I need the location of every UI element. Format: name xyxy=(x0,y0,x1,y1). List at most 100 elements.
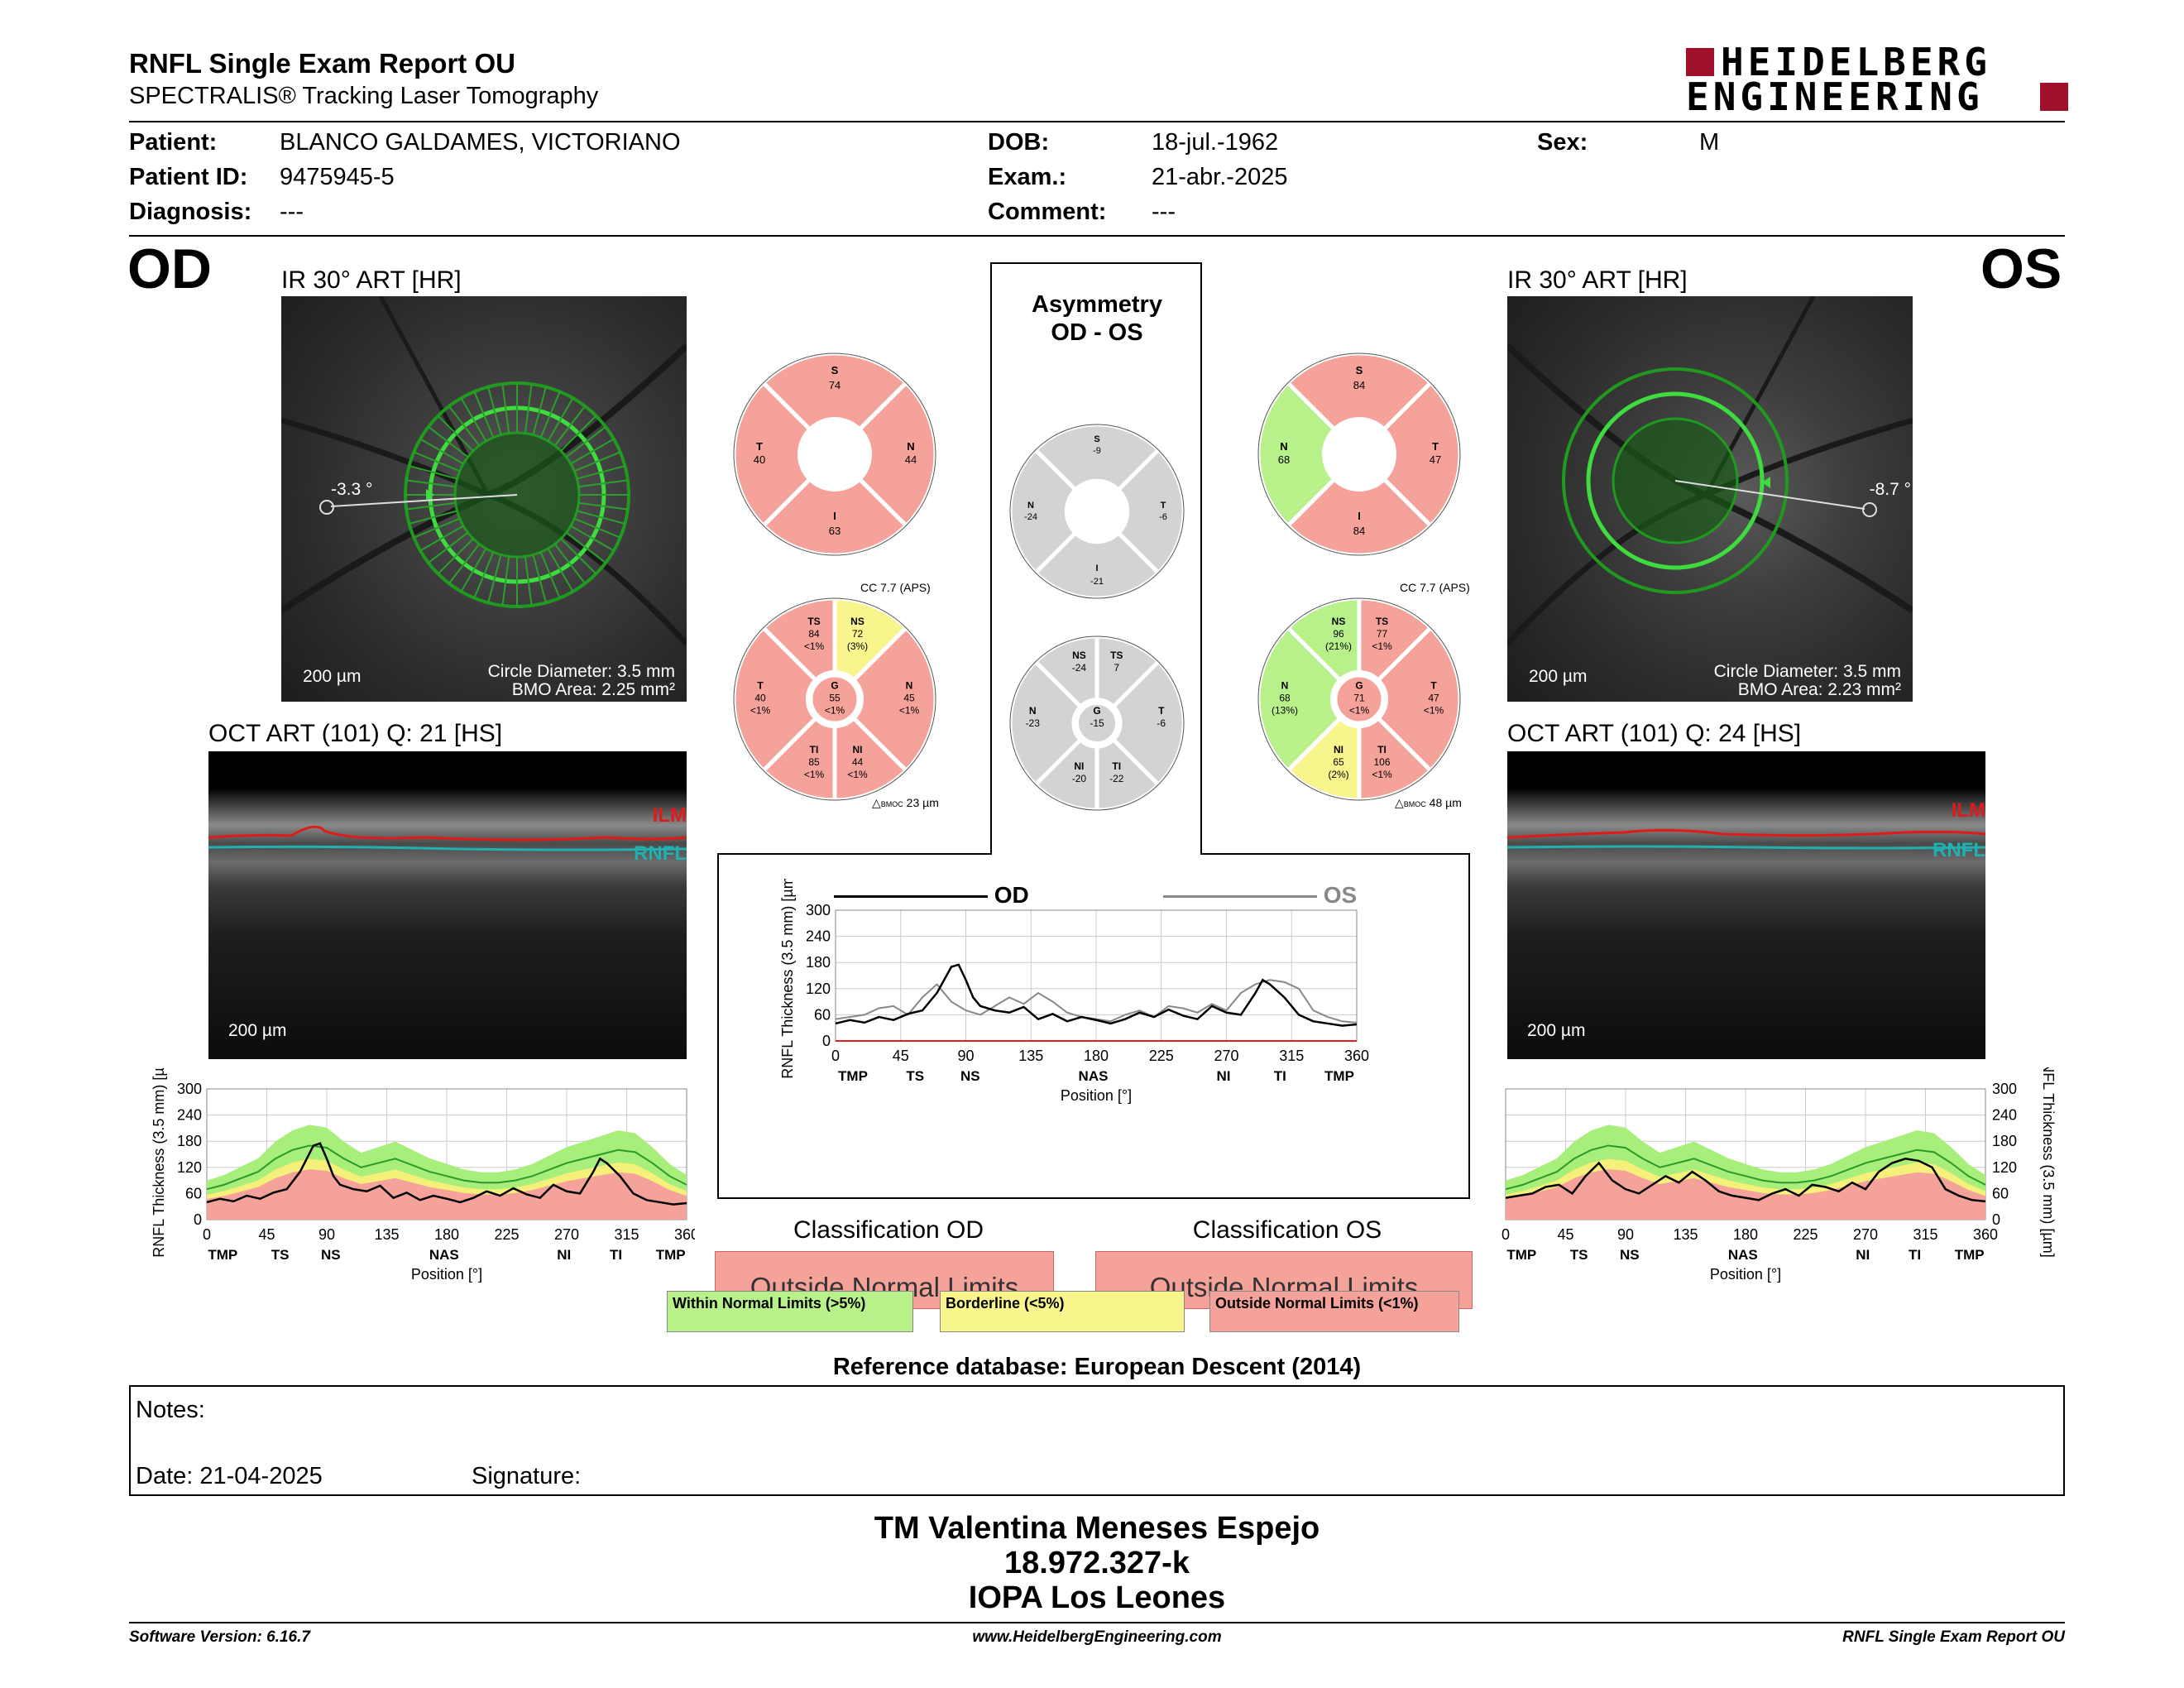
svg-text:S: S xyxy=(1094,434,1099,444)
svg-text:N: N xyxy=(1280,440,1287,453)
od-s4-n: 44 xyxy=(905,453,917,466)
sector-value: <1% xyxy=(1372,640,1392,652)
od-s4-i-label: I xyxy=(833,510,836,522)
od-s4-i: 63 xyxy=(829,525,841,537)
x-tick-label: 225 xyxy=(1793,1226,1818,1243)
sector-value: -20 xyxy=(1072,773,1087,784)
footer-software: Software Version: 6.16.7 xyxy=(129,1628,310,1646)
od-cc: CC 7.7 (APS) xyxy=(860,581,931,594)
x-axis-label: Position [°] xyxy=(411,1266,482,1283)
sector-value: (2%) xyxy=(1328,769,1348,780)
series-line xyxy=(1505,1157,1986,1203)
x-axis-label: Position [°] xyxy=(1710,1266,1781,1283)
legend-os: OS xyxy=(1163,882,1357,909)
svg-text:T: T xyxy=(1432,440,1439,453)
comment-value: --- xyxy=(1152,199,1176,225)
y-axis-label: RNFL Thickness (3.5 mm) [µm] xyxy=(2040,1067,2057,1258)
sector-value: G xyxy=(1093,705,1100,717)
y-tick-label: 180 xyxy=(177,1133,202,1149)
sector-label: TMP xyxy=(1324,1068,1354,1084)
x-tick-label: 0 xyxy=(203,1226,211,1243)
os-s4-t: 47 xyxy=(1430,453,1441,466)
x-tick-label: 270 xyxy=(1853,1226,1878,1243)
os-sector6-diagram: NS96(21%)TS77<1%T47<1%TI106<1%NI65(2%)N6… xyxy=(1256,596,1463,803)
svg-text:S: S xyxy=(1356,364,1363,376)
sector-label: NI xyxy=(557,1247,571,1263)
sector-value: TS xyxy=(1110,650,1123,661)
sector-label: TMP xyxy=(838,1068,868,1084)
patient-divider xyxy=(129,235,2065,237)
x-tick-label: 45 xyxy=(893,1048,909,1064)
sector-value: NI xyxy=(1334,744,1343,755)
od-s4-s-label: S xyxy=(831,364,839,376)
diagnosis-label: Diagnosis: xyxy=(129,199,252,225)
os-oct-scale: 200 µm xyxy=(1527,1021,1586,1040)
od-sector4-diagram: S 74 N 44 I 63 T 40 xyxy=(731,351,938,558)
sector-value: T xyxy=(1430,680,1437,692)
asym-title1: Asymmetry xyxy=(1032,291,1162,318)
sector-value: 45 xyxy=(903,693,915,704)
y-tick-label: 0 xyxy=(1992,1211,2000,1228)
x-tick-label: 135 xyxy=(1018,1048,1043,1064)
od-ilm-label: ILM xyxy=(652,804,687,827)
sector-value: -24 xyxy=(1072,662,1087,674)
as-s4-n: -24 xyxy=(1024,512,1037,522)
sector-value: TI xyxy=(1112,760,1121,772)
x-tick-label: 90 xyxy=(957,1048,974,1064)
legend-od-label: OD xyxy=(994,882,1029,908)
x-tick-label: 270 xyxy=(554,1226,579,1243)
sector-value: G xyxy=(831,680,838,692)
normative-band xyxy=(1506,1169,1985,1220)
sector-value: <1% xyxy=(1372,769,1392,780)
footer-report-name: RNFL Single Exam Report OU xyxy=(1842,1628,2065,1646)
x-tick-label: 270 xyxy=(1214,1048,1238,1064)
asym-sector6-diagram: NS-24 TS7 T-6 TI-22 NI-20 N-23 G-15 xyxy=(1008,634,1186,813)
sector-label: TS xyxy=(1570,1247,1588,1263)
as-s4-s: -9 xyxy=(1093,446,1101,456)
sector-value: <1% xyxy=(899,705,920,717)
od-rnfl-label: RNFL xyxy=(634,842,687,865)
os-bmoc-label: BMOC xyxy=(1403,800,1426,808)
legend-onl: Outside Normal Limits (<1%) xyxy=(1209,1291,1459,1332)
sector-value: 55 xyxy=(829,693,841,704)
x-tick-label: 315 xyxy=(1279,1048,1304,1064)
sector-label: NI xyxy=(1217,1068,1231,1084)
od-oct-title: OCT ART (101) Q: 21 [HS] xyxy=(208,720,503,747)
y-tick-label: 0 xyxy=(194,1211,202,1228)
dob-label: DOB: xyxy=(988,129,1050,156)
os-bmoc: △BMOC 48 µm xyxy=(1395,796,1462,809)
footer-website[interactable]: www.HeidelbergEngineering.com xyxy=(972,1628,1222,1646)
logo-line2: ENGINEERING xyxy=(1686,74,1984,119)
os-s4-s: 84 xyxy=(1353,379,1365,391)
x-tick-label: 135 xyxy=(374,1226,399,1243)
sector-value: T xyxy=(1158,705,1165,717)
asym-sector4-diagram: S -9 N -24 T -6 I -21 xyxy=(1008,422,1186,601)
sector-value: NS xyxy=(850,616,864,627)
sector-value: N xyxy=(1029,705,1037,717)
diagnosis-value: --- xyxy=(280,199,304,225)
report-title: RNFL Single Exam Report OU xyxy=(129,48,515,79)
sector-value: TS xyxy=(807,616,820,627)
sector-value: TI xyxy=(1377,744,1387,755)
sector-label: NS xyxy=(1620,1247,1640,1263)
report-subtitle: SPECTRALIS® Tracking Laser Tomography xyxy=(129,83,599,109)
sector-value: T xyxy=(757,680,764,692)
y-tick-label: 120 xyxy=(806,981,831,997)
normative-band xyxy=(207,1169,687,1220)
os-angle: -8.7 ° xyxy=(1869,480,1911,499)
asymmetry-frame xyxy=(717,262,1470,1199)
as-s4-t: -6 xyxy=(1159,512,1167,522)
footer-divider xyxy=(129,1622,2065,1623)
y-tick-label: 300 xyxy=(177,1081,202,1097)
sector-label: NAS xyxy=(1728,1247,1758,1263)
sector-value: TS xyxy=(1376,616,1388,627)
os-bmoc-value: 48 µm xyxy=(1429,796,1462,809)
sector-value: 44 xyxy=(852,756,864,768)
od-s4-t-label: T xyxy=(756,440,763,453)
od-onh-overlay xyxy=(281,296,687,646)
x-tick-label: 45 xyxy=(1557,1226,1573,1243)
sector-value: G xyxy=(1355,680,1363,692)
os-oct-image: ILM RNFL 200 µm xyxy=(1507,751,1985,1059)
sector-label: TS xyxy=(906,1068,924,1084)
comparison-chart: 0 60 120 180 240 300 0 45 90 135 180 225 270 315 360 TM… xyxy=(779,879,1369,1104)
